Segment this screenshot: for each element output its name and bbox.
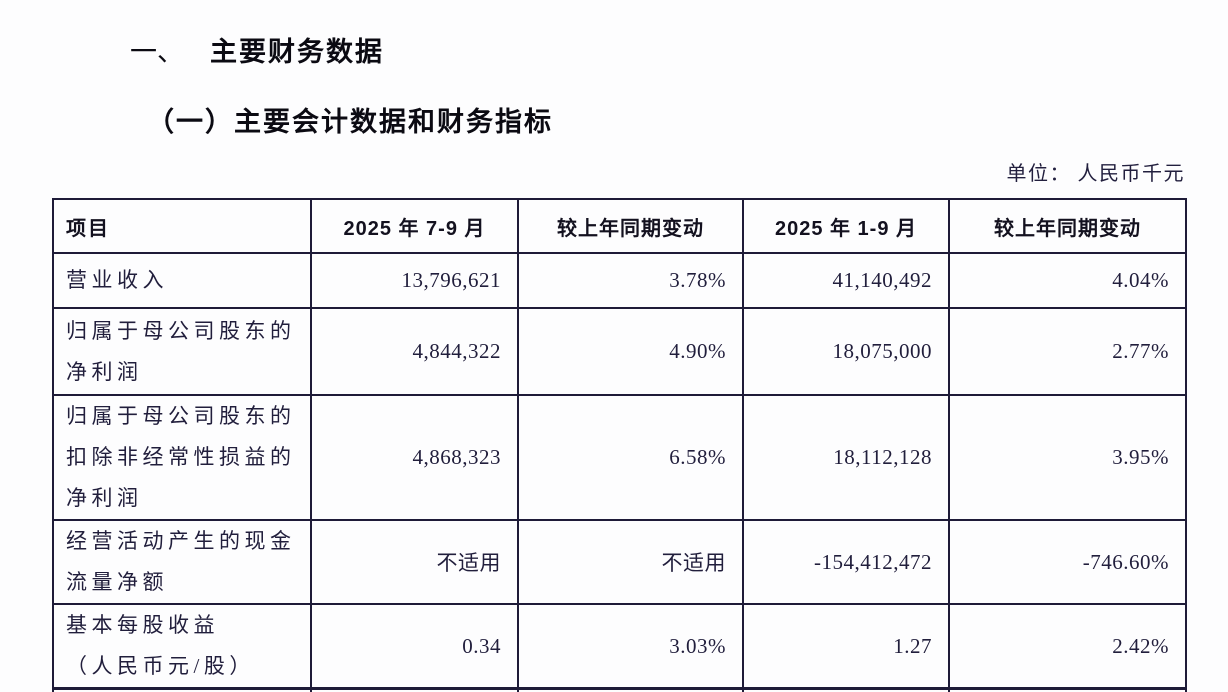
section-number: 一、 [130, 37, 184, 67]
value-quarter-yoy [517, 687, 744, 692]
value-ytd: -154,412,472 [742, 519, 950, 605]
value-current-quarter [310, 687, 519, 692]
value-quarter-yoy: 4.90% [517, 307, 744, 396]
section-title: 一、 主要财务数据 [130, 30, 384, 69]
table-header-row: 项目 2025 年 7-9 月 较上年同期变动 2025 年 1-9 月 较上年… [52, 198, 1187, 254]
unit-note: 单位： 人民币千元 [1006, 163, 1185, 185]
value-ytd: 18,112,128 [742, 394, 950, 521]
table-row-net-profit-excl-nonrecurring: 归属于母公司股东的 扣除非经常性损益的 净利润 4,868,323 6.58% … [52, 394, 1187, 521]
header-cell-ytd: 2025 年 1-9 月 [742, 198, 950, 254]
item-label [52, 687, 312, 692]
value-quarter-yoy: 3.78% [517, 252, 744, 309]
header-cell-item: 项目 [52, 198, 312, 254]
item-label: 基本每股收益 （人民币元/股） [52, 603, 312, 690]
value-ytd-yoy: 2.77% [948, 307, 1187, 396]
item-label: 归属于母公司股东的 净利润 [52, 307, 312, 396]
item-label: 归属于母公司股东的 扣除非经常性损益的 净利润 [52, 394, 312, 521]
item-label: 经营活动产生的现金 流量净额 [52, 519, 312, 605]
value-ytd-yoy: -746.60% [948, 519, 1187, 605]
table-row-net-profit: 归属于母公司股东的 净利润 4,844,322 4.90% 18,075,000… [52, 307, 1187, 396]
value-current-quarter: 4,844,322 [310, 307, 519, 396]
section-title-text: 主要财务数据 [210, 37, 384, 67]
value-ytd [742, 687, 950, 692]
header-cell-quarter-yoy: 较上年同期变动 [517, 198, 744, 254]
value-current-quarter: 0.34 [310, 603, 519, 690]
table-row-basic-eps: 基本每股收益 （人民币元/股） 0.34 3.03% 1.27 2.42% [52, 603, 1187, 690]
value-current-quarter: 不适用 [310, 519, 519, 605]
value-quarter-yoy: 6.58% [517, 394, 744, 521]
table-row-revenue: 营业收入 13,796,621 3.78% 41,140,492 4.04% [52, 252, 1187, 309]
subsection-title: （一）主要会计数据和财务指标 [147, 107, 553, 137]
value-quarter-yoy: 3.03% [517, 603, 744, 690]
value-ytd: 41,140,492 [742, 252, 950, 309]
value-ytd: 18,075,000 [742, 307, 950, 396]
value-quarter-yoy: 不适用 [517, 519, 744, 605]
value-current-quarter: 4,868,323 [310, 394, 519, 521]
value-ytd-yoy: 4.04% [948, 252, 1187, 309]
value-ytd-yoy [948, 687, 1187, 692]
table-row-partial-cutoff [52, 687, 1187, 692]
value-ytd-yoy: 2.42% [948, 603, 1187, 690]
financial-data-table: 项目 2025 年 7-9 月 较上年同期变动 2025 年 1-9 月 较上年… [52, 198, 1187, 692]
header-cell-ytd-yoy: 较上年同期变动 [948, 198, 1187, 254]
value-ytd-yoy: 3.95% [948, 394, 1187, 521]
header-cell-current-quarter: 2025 年 7-9 月 [310, 198, 519, 254]
item-label: 营业收入 [52, 252, 312, 309]
table-row-operating-cash-flow: 经营活动产生的现金 流量净额 不适用 不适用 -154,412,472 -746… [52, 519, 1187, 605]
value-current-quarter: 13,796,621 [310, 252, 519, 309]
value-ytd: 1.27 [742, 603, 950, 690]
